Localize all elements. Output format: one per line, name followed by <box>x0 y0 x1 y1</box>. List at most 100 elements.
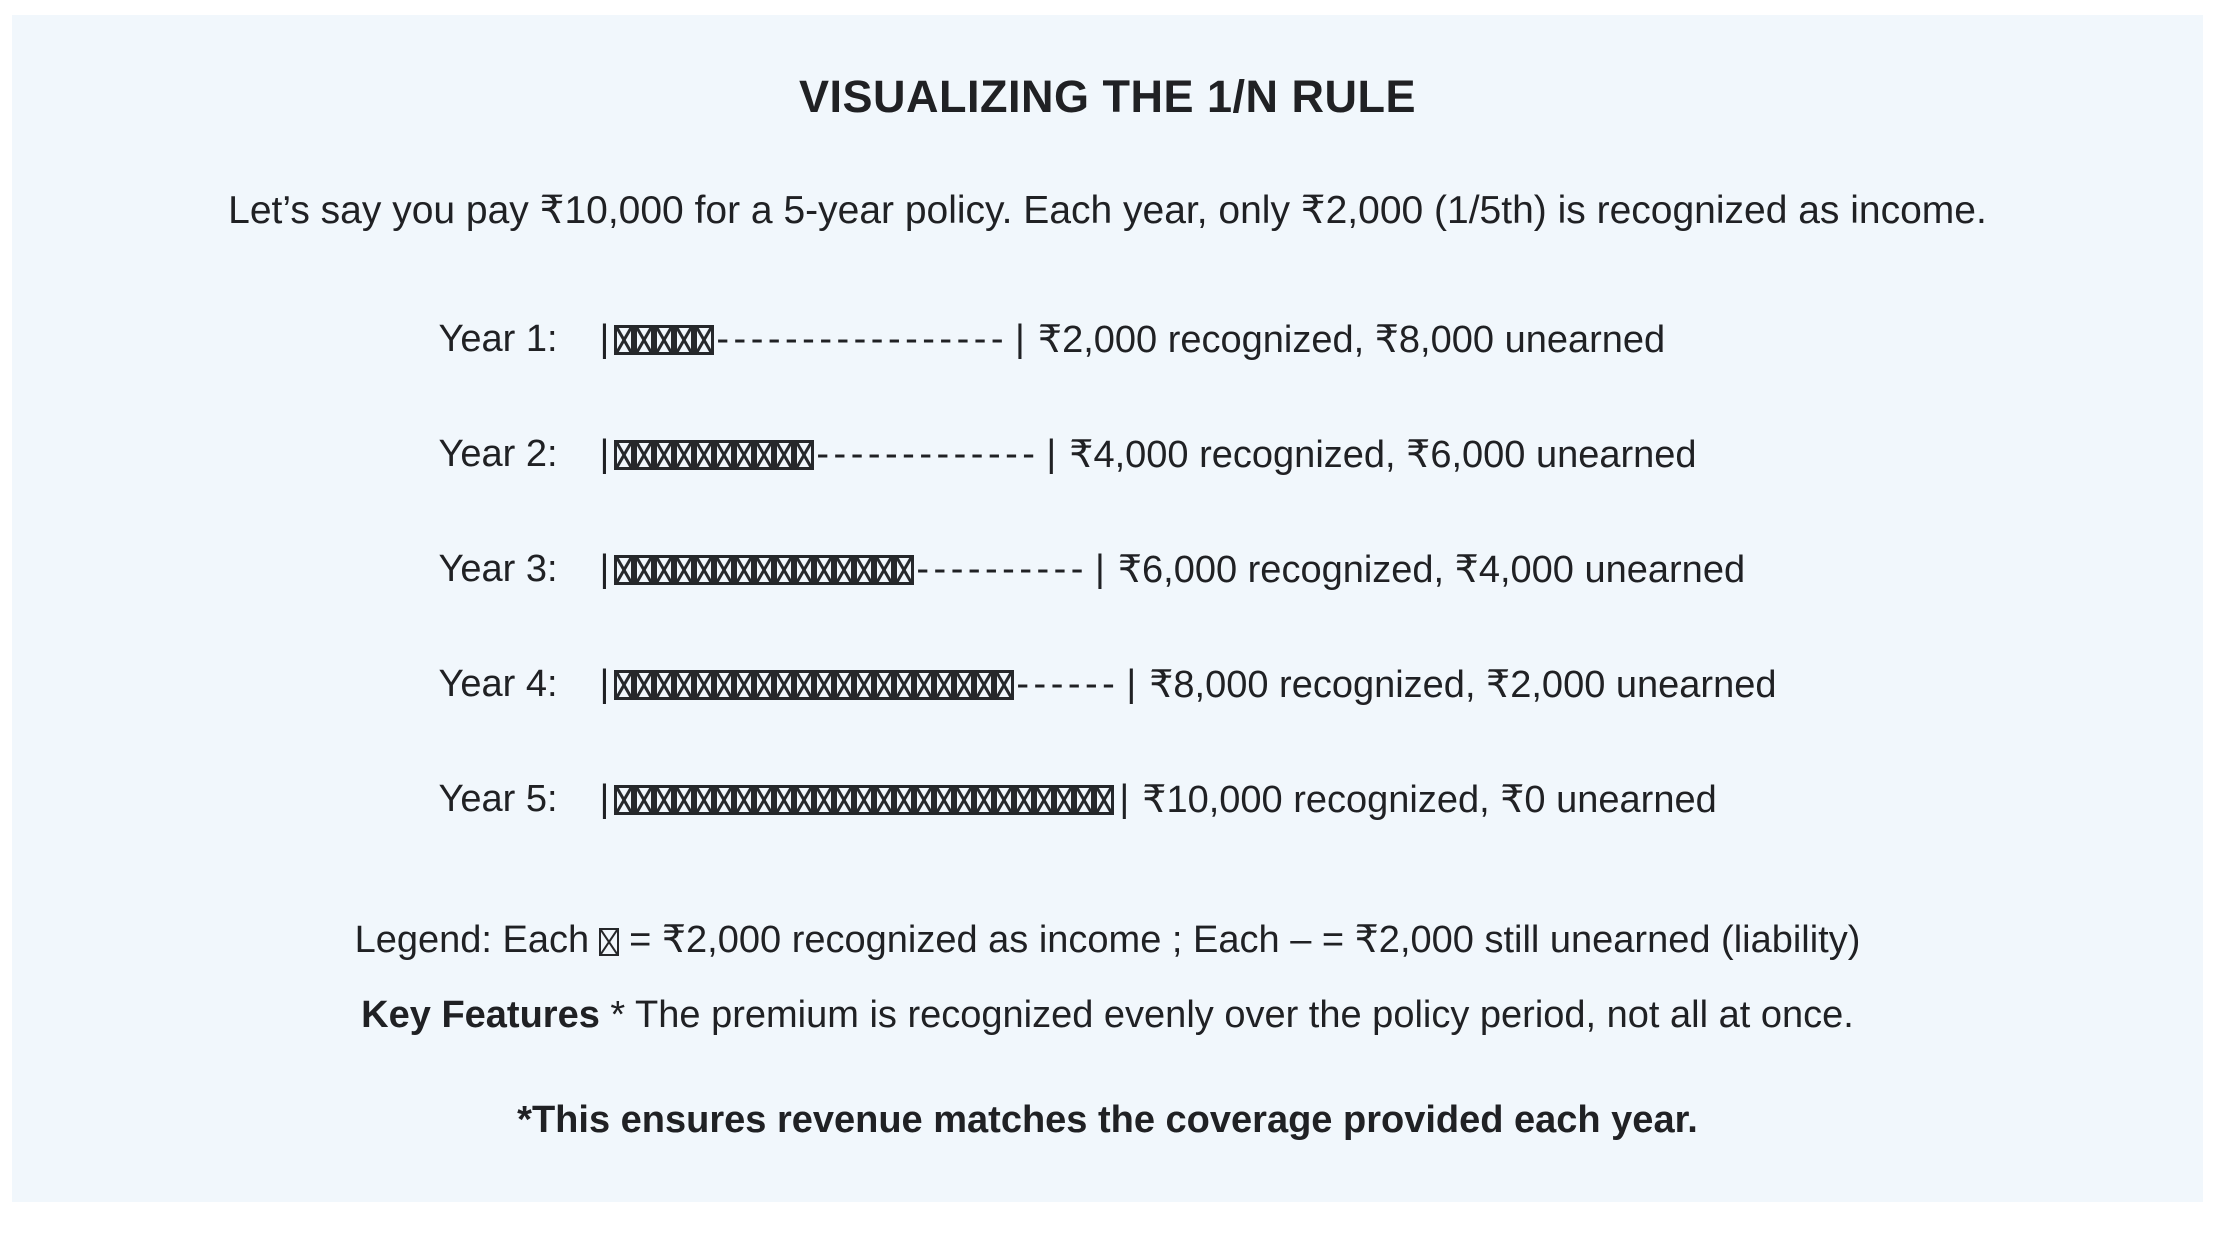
missing-glyph-box-icon <box>874 554 895 585</box>
missing-glyph-box-icon <box>694 439 715 470</box>
missing-glyph-box-icon <box>834 669 855 700</box>
unearned-dashes: ------------- <box>816 433 1040 475</box>
unearned-dashes: ---------- <box>916 548 1088 590</box>
missing-glyph-box-icon <box>774 784 795 815</box>
visualization-panel: VISUALIZING THE 1/N RULE Let’s say you p… <box>12 15 2203 1202</box>
ascii-bar: | | <box>600 778 1130 821</box>
missing-glyph-box-icon <box>934 669 955 700</box>
year-row: Year 2: | ------------- | ₹4,000 recognized,… <box>439 397 1777 512</box>
recognized-blocks <box>614 324 715 355</box>
missing-glyph-box-icon <box>634 439 655 470</box>
missing-glyph-box-icon <box>774 554 795 585</box>
missing-glyph-box-icon <box>734 784 755 815</box>
missing-glyph-box-icon <box>854 554 875 585</box>
missing-glyph-box-icon <box>674 669 695 700</box>
year-label: Year 4: <box>438 663 558 705</box>
bar-open-pipe: | <box>599 433 610 475</box>
missing-glyph-box-icon <box>994 784 1015 815</box>
missing-glyph-box-icon <box>854 669 875 700</box>
missing-glyph-box-icon <box>774 669 795 700</box>
missing-glyph-box-icon <box>794 669 815 700</box>
missing-glyph-box-icon <box>654 554 675 585</box>
year-values: ₹2,000 recognized, ₹8,000 unearned <box>1037 319 1666 361</box>
year-values: ₹6,000 recognized, ₹4,000 unearned <box>1117 549 1746 591</box>
missing-glyph-box-icon <box>674 439 695 470</box>
year-row: Year 3: | ---------- | ₹6,000 recognized, ₹4… <box>439 512 1777 627</box>
missing-glyph-box-icon <box>794 554 815 585</box>
missing-glyph-box-icon <box>734 439 755 470</box>
key-features: Key Features * The premium is recognized… <box>12 990 2203 1040</box>
bar-open-pipe: | <box>599 548 610 590</box>
key-features-text: * The premium is recognized evenly over … <box>599 994 1854 1036</box>
missing-glyph-box-icon <box>1054 784 1075 815</box>
bar-close-pipe: | <box>1094 548 1105 590</box>
missing-glyph-box-icon <box>674 324 695 355</box>
page-title: VISUALIZING THE 1/N RULE <box>798 71 1417 122</box>
year-row: Year 1: | ----------------- | ₹2,000 recogni… <box>439 282 1777 397</box>
missing-glyph-box-icon <box>734 669 755 700</box>
ascii-bar: | ------------- | <box>600 433 1057 476</box>
missing-glyph-box-icon <box>814 669 835 700</box>
missing-glyph-box-icon <box>894 669 915 700</box>
ascii-bar: | ------ | <box>600 663 1137 706</box>
ascii-bar: | ---------- | <box>600 548 1105 591</box>
bar-open-pipe: | <box>599 663 610 705</box>
missing-glyph-box-icon <box>954 669 975 700</box>
bar-open-pipe: | <box>599 778 610 820</box>
intro-text: Let’s say you pay ₹10,000 for a 5-year p… <box>228 189 1987 232</box>
missing-glyph-box-icon <box>754 784 775 815</box>
missing-glyph-box-icon <box>754 439 775 470</box>
year-row: Year 5: | | ₹10,000 recognized, ₹0 unearned <box>439 742 1777 857</box>
missing-glyph-box-icon <box>694 669 715 700</box>
missing-glyph-box-icon <box>614 439 635 470</box>
missing-glyph-box-icon <box>754 554 775 585</box>
missing-glyph-box-icon <box>854 784 875 815</box>
missing-glyph-box-icon <box>894 784 915 815</box>
bar-close-pipe: | <box>1046 433 1057 475</box>
year-values: ₹4,000 recognized, ₹6,000 unearned <box>1069 434 1697 476</box>
missing-glyph-box-icon <box>694 784 715 815</box>
year-bars: Year 1: | ----------------- | ₹2,000 recogni… <box>439 282 1777 857</box>
missing-glyph-box-icon <box>814 554 835 585</box>
legend: Legend: Each = ₹2,000 recognized as incom… <box>12 915 2203 965</box>
recognized-blocks <box>614 554 915 585</box>
recognized-blocks <box>614 439 815 470</box>
year-values: ₹8,000 recognized, ₹2,000 unearned <box>1149 664 1777 706</box>
bar-close-pipe: | <box>1126 663 1137 705</box>
missing-glyph-box-icon <box>714 554 735 585</box>
missing-glyph-box-icon <box>694 324 715 355</box>
missing-glyph-box-icon <box>874 669 895 700</box>
legend-suffix: = ₹2,000 recognized as income ; Each – =… <box>629 919 1861 961</box>
missing-glyph-box-icon <box>794 784 815 815</box>
missing-glyph-box-icon <box>634 324 655 355</box>
missing-glyph-box-icon <box>734 554 755 585</box>
missing-glyph-box-icon <box>714 669 735 700</box>
missing-glyph-box-icon <box>994 669 1015 700</box>
missing-glyph-box-icon <box>694 554 715 585</box>
missing-glyph-box-icon <box>714 784 735 815</box>
bar-close-pipe: | <box>1015 318 1025 360</box>
year-row: Year 4: | ------ | ₹8,000 recognized, ₹2,000… <box>439 627 1777 742</box>
missing-glyph-box-icon <box>599 928 620 956</box>
missing-glyph-box-icon <box>634 554 655 585</box>
missing-glyph-box-icon <box>654 784 675 815</box>
missing-glyph-box-icon <box>634 669 655 700</box>
missing-glyph-box-icon <box>614 669 635 700</box>
missing-glyph-box-icon <box>614 324 635 355</box>
missing-glyph-box-icon <box>714 439 735 470</box>
year-values: ₹10,000 recognized, ₹0 unearned <box>1142 779 1717 821</box>
year-label: Year 2: <box>438 433 558 475</box>
unearned-dashes: ----------------- <box>716 318 1009 360</box>
missing-glyph-box-icon <box>614 784 635 815</box>
year-label: Year 1: <box>438 318 558 360</box>
missing-glyph-box-icon <box>914 784 935 815</box>
missing-glyph-box-icon <box>794 439 815 470</box>
footnote: *This ensures revenue matches the covera… <box>517 1099 1698 1141</box>
missing-glyph-box-icon <box>654 324 675 355</box>
unearned-dashes: ------ <box>1016 663 1120 705</box>
recognized-blocks <box>614 784 1115 815</box>
missing-glyph-box-icon <box>894 554 915 585</box>
missing-glyph-box-icon <box>974 669 995 700</box>
missing-glyph-box-icon <box>654 439 675 470</box>
ascii-bar: | ----------------- | <box>600 318 1025 361</box>
